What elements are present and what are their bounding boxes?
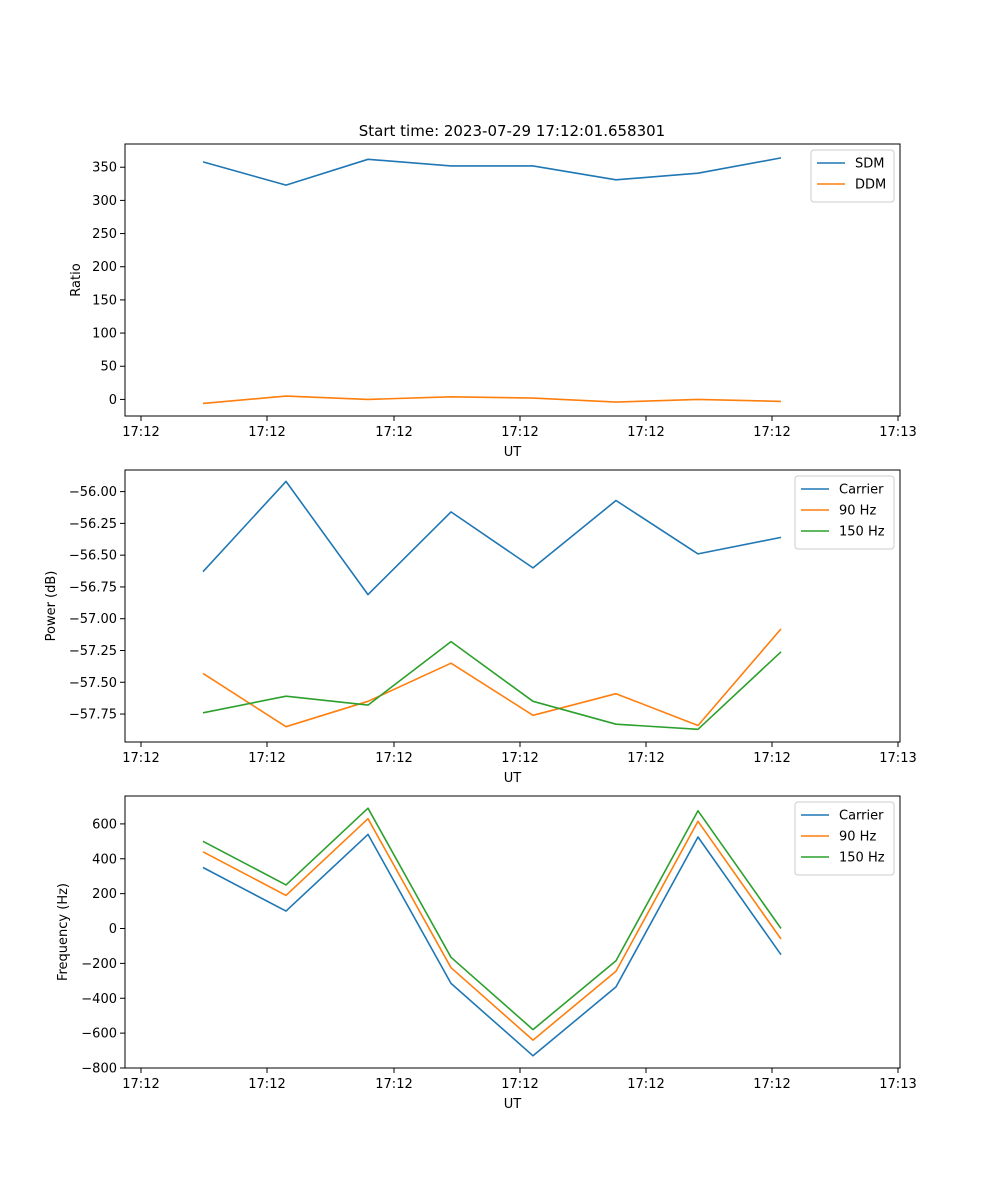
y-tick-label: −56.25 bbox=[69, 517, 117, 532]
y-tick-label: −56.75 bbox=[69, 580, 117, 595]
x-tick-label: 17:12 bbox=[753, 1077, 790, 1092]
chart-panel-1: 17:12 17:12 17:12 17:12 17:12 17:12 17:13 0 50 10… bbox=[69, 143, 917, 460]
y-axis-label: Power (dB) bbox=[44, 571, 59, 642]
y-tick-label: −600 bbox=[81, 1027, 117, 1042]
y-tick-label: −56.50 bbox=[69, 549, 117, 564]
y-tick-label: 0 bbox=[109, 922, 117, 937]
legend-label: DDM bbox=[855, 178, 886, 193]
x-tick-label: 17:12 bbox=[248, 751, 285, 766]
y-tick-label: 300 bbox=[92, 194, 117, 209]
y-tick-label: 50 bbox=[100, 360, 117, 375]
y-tick-label: 200 bbox=[92, 887, 117, 902]
legend-label: 150 Hz bbox=[839, 525, 885, 540]
x-tick-label: 17:12 bbox=[753, 425, 790, 440]
legend-label: Carrier bbox=[839, 809, 884, 824]
y-tick-label: −57.75 bbox=[69, 708, 117, 723]
x-tick-label: 17:12 bbox=[501, 425, 538, 440]
x-tick-label: 17:12 bbox=[375, 751, 412, 766]
y-tick-label: 100 bbox=[92, 327, 117, 342]
y-tick-label: −57.50 bbox=[69, 676, 117, 691]
legend: Carrier 90 Hz 150 Hz bbox=[794, 801, 895, 876]
y-tick-label: −57.00 bbox=[69, 612, 117, 627]
legend-label: 150 Hz bbox=[839, 851, 885, 866]
chart-panel-3: 17:12 17:12 17:12 17:12 17:12 17:12 17:13 −800 −… bbox=[56, 795, 917, 1112]
plot-frame bbox=[124, 469, 901, 743]
x-tick-label: 17:12 bbox=[122, 1077, 159, 1092]
legend: Carrier 90 Hz 150 Hz bbox=[794, 475, 895, 550]
y-tick-label: −200 bbox=[81, 957, 117, 972]
x-tick-label: 17:13 bbox=[879, 751, 916, 766]
series-line-150-hz bbox=[202, 807, 782, 1031]
chart-panel-2: 17:12 17:12 17:12 17:12 17:12 17:12 17:13 −56.0… bbox=[44, 469, 917, 786]
y-tick-label: −400 bbox=[81, 992, 117, 1007]
x-tick-label: 17:13 bbox=[879, 1077, 916, 1092]
x-tick-label: 17:12 bbox=[627, 1077, 664, 1092]
legend-label: 90 Hz bbox=[839, 830, 876, 845]
x-axis-label: UT bbox=[504, 1097, 522, 1112]
y-axis-label: Frequency (Hz) bbox=[56, 883, 71, 981]
y-tick-label: 600 bbox=[92, 817, 117, 832]
y-tick-label: 150 bbox=[92, 293, 117, 308]
plot-frame bbox=[124, 143, 901, 417]
y-tick-label: 400 bbox=[92, 852, 117, 867]
legend: SDM DDM bbox=[810, 149, 895, 203]
series-line-ddm bbox=[202, 395, 782, 405]
x-tick-label: 17:12 bbox=[753, 751, 790, 766]
x-tick-label: 17:12 bbox=[122, 751, 159, 766]
x-axis-label: UT bbox=[504, 771, 522, 786]
y-tick-label: 0 bbox=[109, 393, 117, 408]
legend-label: 90 Hz bbox=[839, 504, 876, 519]
x-tick-label: 17:12 bbox=[501, 1077, 538, 1092]
y-axis-label: Ratio bbox=[69, 263, 84, 296]
plot-frame bbox=[124, 795, 901, 1069]
series-line-90-hz bbox=[202, 817, 782, 1041]
y-tick-label: 200 bbox=[92, 260, 117, 275]
legend-label: Carrier bbox=[839, 483, 884, 498]
y-tick-label: −800 bbox=[81, 1062, 117, 1077]
x-tick-label: 17:12 bbox=[375, 1077, 412, 1092]
x-tick-label: 17:12 bbox=[248, 425, 285, 440]
figure-title: Start time: 2023-07-29 17:12:01.658301 bbox=[359, 122, 665, 140]
series-line-150-hz bbox=[202, 640, 782, 731]
x-tick-label: 17:12 bbox=[501, 751, 538, 766]
series-line-90-hz bbox=[202, 628, 782, 728]
x-tick-label: 17:12 bbox=[375, 425, 412, 440]
x-tick-label: 17:12 bbox=[627, 425, 664, 440]
y-tick-label: −57.25 bbox=[69, 644, 117, 659]
series-line-carrier bbox=[202, 480, 782, 596]
legend-label: SDM bbox=[855, 157, 884, 172]
x-tick-label: 17:12 bbox=[248, 1077, 285, 1092]
x-tick-label: 17:12 bbox=[627, 751, 664, 766]
x-tick-label: 17:13 bbox=[879, 425, 916, 440]
y-tick-label: −56.00 bbox=[69, 485, 117, 500]
x-axis-label: UT bbox=[504, 445, 522, 460]
x-tick-label: 17:12 bbox=[122, 425, 159, 440]
y-tick-label: 350 bbox=[92, 161, 117, 176]
series-line-sdm bbox=[202, 157, 782, 186]
y-tick-label: 250 bbox=[92, 227, 117, 242]
series-line-carrier bbox=[202, 833, 782, 1057]
